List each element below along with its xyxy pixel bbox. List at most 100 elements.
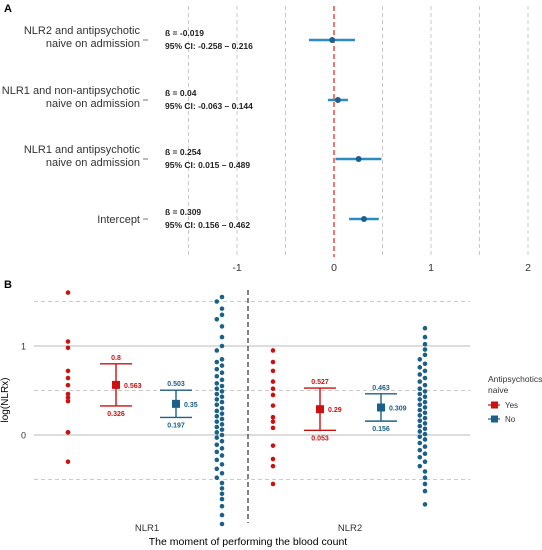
panel-a-row-label: naive on admission xyxy=(46,157,140,169)
panel-b-error-bar: 0.8 0.563 0.326 xyxy=(100,355,142,418)
panel-b-data-point xyxy=(214,397,220,402)
panel-b-lower-label: 0.053 xyxy=(311,435,329,442)
panel-b-data-point xyxy=(219,370,225,376)
panel-a-row-label: naive on admission xyxy=(46,38,140,50)
panel-b-data-point xyxy=(65,339,71,344)
panel-b-point-group xyxy=(214,294,225,527)
panel-b-data-point xyxy=(214,366,220,372)
panel-b-data-point xyxy=(270,425,276,431)
panel-a-estimate-point xyxy=(360,216,367,222)
panel-b-x-axis-title: The moment of performing the blood count xyxy=(149,536,348,548)
panel-b-data-point xyxy=(214,457,220,463)
panel-b-data-point xyxy=(219,427,225,432)
panel-b-data-point xyxy=(422,488,428,494)
panel-b-legend-label: Yes xyxy=(505,401,518,410)
panel-b-y-tick-labels: 01 xyxy=(21,342,26,441)
panel-b-data-point xyxy=(219,422,225,427)
panel-b-data-point xyxy=(219,486,225,491)
panel-b-data-point xyxy=(422,375,428,381)
panel-b-data-point xyxy=(422,341,428,347)
panel-b-data-point xyxy=(417,379,423,384)
panel-a-label: A xyxy=(4,3,12,15)
panel-b-legend-title: Antipsychotics xyxy=(488,374,542,384)
panel-b-data-point xyxy=(422,352,428,358)
panel-b-point-group xyxy=(65,290,71,465)
panel-a-x-tick-label: 2 xyxy=(525,262,531,274)
panel-b-data-point xyxy=(214,466,220,472)
panel-b-label: B xyxy=(4,279,12,291)
panel-a-row: Intercept ß = 0.309 95% CI: 0.156 – 0.462 xyxy=(97,207,379,230)
panel-b-data-point xyxy=(214,424,220,430)
panel-b-data-point xyxy=(65,382,71,388)
panel-b-data-point xyxy=(422,368,428,374)
panel-b-data-point xyxy=(422,334,428,340)
panel-b-data-point xyxy=(219,411,225,416)
panel-b-upper-label: 0.527 xyxy=(311,379,329,386)
panel-b-data-point xyxy=(422,347,428,352)
panel-b-legend-swatch xyxy=(491,415,498,423)
panel-b-dot-plot: B 01 0.80.5630.3260.5030.350.1970.5270.2… xyxy=(0,279,542,548)
panel-b-gridlines xyxy=(34,290,470,523)
panel-b-data-point xyxy=(219,470,225,476)
panel-b-y-axis-title: log(NLRx) xyxy=(0,377,11,422)
panel-b-data-point xyxy=(219,377,225,383)
panel-b-data-point xyxy=(270,443,276,448)
panel-b-data-point xyxy=(417,418,423,424)
panel-b-data-point xyxy=(214,475,220,481)
panel-b-error-bar: 0.463 0.309 0.156 xyxy=(365,385,407,433)
panel-b-data-point xyxy=(65,290,71,295)
panel-b-legend-entry: Yes xyxy=(488,401,518,410)
panel-b-data-point xyxy=(422,431,428,437)
panel-b-data-point xyxy=(422,389,428,394)
panel-b-mean-label: 0.309 xyxy=(389,405,407,412)
panel-b-data-point xyxy=(417,372,423,377)
panel-b-data-point xyxy=(65,395,71,400)
panel-b-data-point xyxy=(422,361,428,367)
panel-b-data-point xyxy=(417,402,423,408)
panel-b-data-point xyxy=(219,416,225,422)
panel-b-data-point xyxy=(219,491,225,497)
panel-b-mean-marker xyxy=(316,405,324,414)
panel-b-upper-label: 0.463 xyxy=(372,385,390,392)
panel-b-data-point xyxy=(219,512,225,518)
panel-b-data-point xyxy=(219,343,225,349)
panel-b-data-point xyxy=(219,521,225,527)
panel-b-data-point xyxy=(219,446,225,451)
panel-b-data-point xyxy=(219,438,225,444)
panel-b-data-point xyxy=(214,408,220,414)
panel-b-upper-label: 0.503 xyxy=(167,381,185,388)
panel-b-data-point xyxy=(65,459,71,465)
panel-b-data-point xyxy=(214,359,220,365)
panel-b-data-point xyxy=(270,348,276,353)
panel-a-ci-text: 95% CI: -0.063 – 0.144 xyxy=(165,101,253,111)
panel-b-point-group xyxy=(270,348,276,487)
panel-b-data-point xyxy=(219,389,225,394)
panel-b-data-point xyxy=(219,480,225,486)
panel-b-category-label: NLR2 xyxy=(338,523,362,534)
panel-a-row-label: NLR1 and antipsychotic xyxy=(24,144,141,156)
panel-b-data-point xyxy=(417,429,423,434)
panel-b-data-point xyxy=(422,437,428,442)
panel-b-data-point xyxy=(417,454,423,460)
panel-b-data-point xyxy=(219,312,225,318)
panel-a-beta-text: ß = 0.04 xyxy=(165,88,197,98)
panel-b-data-point xyxy=(214,317,220,322)
panel-b-data-point xyxy=(422,405,428,410)
panel-b-y-tick-label: 1 xyxy=(21,342,26,352)
panel-b-data-point xyxy=(417,407,423,413)
panel-b-data-point xyxy=(422,481,428,487)
panel-b-data-point xyxy=(417,440,423,446)
panel-b-data-point xyxy=(422,502,428,507)
panel-b-lower-label: 0.326 xyxy=(107,411,125,418)
panel-b-error-bars: 0.8 0.563 0.326 0.503 0.35 0.197 0.527 0.29 0.05… xyxy=(100,355,407,442)
panel-b-data-point xyxy=(270,386,276,392)
panel-b-lower-label: 0.156 xyxy=(372,426,390,433)
panel-b-data-point xyxy=(422,459,428,465)
panel-b-data-point xyxy=(417,365,423,370)
panel-a-row-label: naive on admission xyxy=(46,98,140,110)
panel-b-mean-label: 0.563 xyxy=(124,383,142,390)
